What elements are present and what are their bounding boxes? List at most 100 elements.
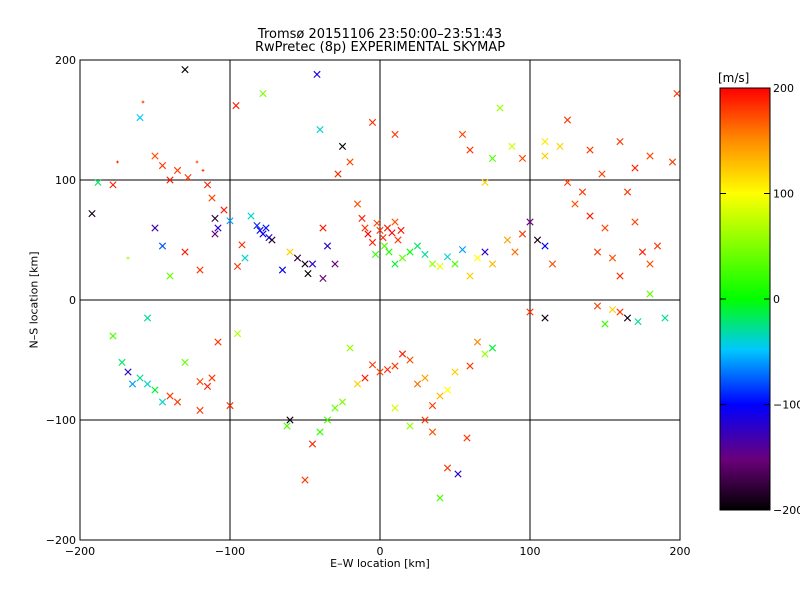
data-point-cross bbox=[496, 104, 504, 112]
data-point-cross bbox=[466, 362, 474, 370]
data-point-cross bbox=[214, 224, 222, 232]
data-point-cross bbox=[451, 260, 459, 268]
data-point-cross bbox=[601, 224, 609, 232]
data-point-cross bbox=[203, 181, 212, 189]
data-point-cross bbox=[373, 219, 381, 227]
data-point-cross bbox=[631, 218, 639, 226]
data-point-cross bbox=[406, 248, 414, 256]
data-point-cross bbox=[181, 66, 189, 74]
data-point-cross bbox=[247, 212, 255, 220]
data-point-cross bbox=[526, 218, 534, 226]
data-point-cross bbox=[623, 314, 632, 322]
data-point-cross bbox=[406, 422, 414, 430]
data-point-cross bbox=[380, 242, 389, 250]
data-point-cross bbox=[398, 350, 407, 358]
data-point-cross bbox=[241, 254, 249, 262]
data-point-cross bbox=[143, 380, 152, 388]
data-point-cross bbox=[623, 188, 632, 196]
data-point-cross bbox=[368, 361, 377, 369]
data-point-cross bbox=[166, 176, 174, 184]
data-point-cross bbox=[391, 130, 399, 138]
data-point-cross bbox=[473, 338, 482, 346]
data-point-cross bbox=[94, 178, 102, 186]
data-point-cross bbox=[428, 260, 437, 268]
data-point-cross bbox=[421, 416, 429, 424]
data-point-cross bbox=[593, 248, 602, 256]
y-tick-label: 100 bbox=[55, 174, 76, 187]
data-point-cross bbox=[286, 416, 294, 424]
data-point-cross bbox=[391, 260, 399, 268]
data-point-cross bbox=[118, 358, 126, 366]
data-point-cross bbox=[463, 434, 471, 442]
data-point-cross bbox=[563, 178, 572, 186]
data-point-cross bbox=[226, 402, 234, 410]
x-tick-label: −100 bbox=[215, 545, 245, 558]
data-point-dot bbox=[201, 169, 205, 172]
x-tick-label: 100 bbox=[520, 545, 541, 558]
data-point-dot bbox=[141, 100, 145, 104]
data-point-cross bbox=[673, 90, 681, 98]
data-point-cross bbox=[319, 224, 327, 232]
data-point-cross bbox=[346, 158, 354, 166]
data-point-cross bbox=[454, 470, 462, 478]
data-point-cross bbox=[109, 181, 117, 189]
data-point-cross bbox=[548, 260, 557, 268]
data-point-cross bbox=[379, 234, 387, 242]
data-point-cross bbox=[571, 200, 579, 208]
data-point-cross bbox=[541, 138, 549, 146]
data-point-cross bbox=[481, 248, 489, 256]
data-point-cross bbox=[443, 253, 452, 261]
data-point-cross bbox=[436, 494, 444, 502]
data-point-cross bbox=[481, 178, 489, 186]
data-point-dot bbox=[116, 160, 119, 164]
data-points bbox=[88, 66, 681, 502]
data-point-cross bbox=[232, 102, 240, 110]
data-point-cross bbox=[313, 70, 321, 78]
data-point-cross bbox=[173, 398, 182, 406]
data-point-cross bbox=[541, 314, 549, 322]
data-point-cross bbox=[646, 152, 654, 160]
data-point-cross bbox=[283, 422, 291, 430]
data-point-cross bbox=[233, 262, 242, 270]
data-point-cross bbox=[301, 260, 309, 268]
colorbar-tick-label: 100 bbox=[773, 188, 794, 201]
data-point-cross bbox=[316, 126, 324, 134]
data-point-cross bbox=[421, 250, 429, 258]
data-point-cross bbox=[428, 428, 437, 436]
data-point-cross bbox=[166, 392, 174, 400]
data-point-cross bbox=[563, 116, 572, 124]
data-point-cross bbox=[398, 254, 407, 262]
data-point-cross bbox=[151, 224, 159, 232]
data-point-cross bbox=[383, 366, 392, 374]
data-point-cross bbox=[533, 236, 542, 244]
data-point-cross bbox=[443, 464, 452, 472]
data-point-cross bbox=[646, 260, 654, 268]
y-tick-label: −200 bbox=[46, 534, 76, 547]
data-point-cross bbox=[578, 188, 587, 196]
data-point-cross bbox=[109, 332, 117, 340]
data-point-cross bbox=[211, 230, 219, 238]
data-point-cross bbox=[208, 374, 216, 382]
data-point-cross bbox=[158, 242, 167, 250]
data-point-cross bbox=[608, 254, 617, 262]
data-point-cross bbox=[481, 350, 489, 358]
data-point-cross bbox=[616, 138, 624, 146]
data-point-cross bbox=[508, 142, 516, 150]
data-point-cross bbox=[413, 242, 422, 250]
colorbar bbox=[719, 87, 771, 511]
data-point-cross bbox=[151, 386, 159, 394]
data-point-cross bbox=[503, 236, 512, 244]
data-point-cross bbox=[443, 386, 452, 394]
data-point-cross bbox=[128, 380, 137, 388]
data-point-cross bbox=[262, 224, 270, 232]
data-point-cross bbox=[466, 272, 474, 280]
data-point-cross bbox=[346, 344, 354, 352]
data-point-cross bbox=[653, 242, 662, 250]
data-point-cross bbox=[304, 270, 312, 278]
data-point-cross bbox=[661, 314, 669, 322]
data-point-cross bbox=[631, 164, 639, 172]
data-point-cross bbox=[586, 212, 594, 220]
data-point-cross bbox=[473, 254, 482, 262]
data-point-cross bbox=[323, 242, 332, 250]
